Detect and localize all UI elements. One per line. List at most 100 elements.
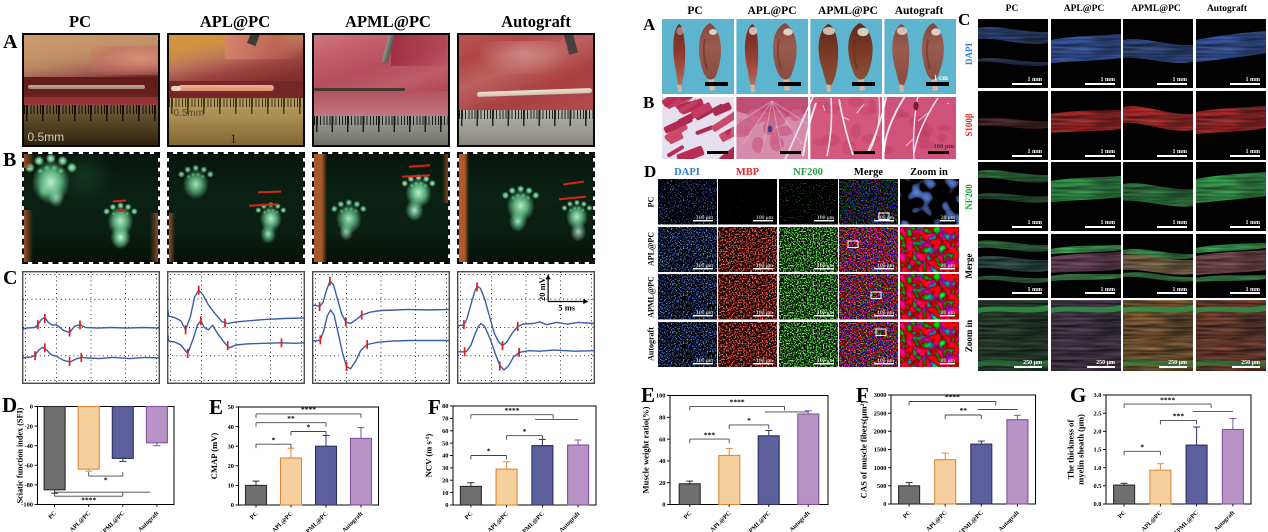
svg-text:100 μm: 100 μm: [696, 263, 714, 269]
svg-text:2500: 2500: [874, 410, 887, 417]
svg-text:20 mV: 20 mV: [537, 276, 547, 301]
svg-text:20: 20: [442, 477, 448, 484]
svg-text:1 mm: 1 mm: [1173, 149, 1188, 155]
svg-text:60: 60: [659, 436, 665, 443]
svg-text:250 μm: 250 μm: [1168, 360, 1187, 366]
svg-text:100 μm: 100 μm: [696, 358, 714, 364]
svg-text:100 μm: 100 μm: [817, 263, 835, 269]
svg-text:CAS of muscle fibers(μm2): CAS of muscle fibers(μm2): [859, 401, 869, 499]
svg-text:100 μm: 100 μm: [877, 263, 895, 269]
svg-text:Autograft: Autograft: [1213, 509, 1237, 532]
svg-text:1500: 1500: [874, 447, 887, 454]
svg-text:PC: PC: [682, 510, 693, 521]
svg-text:G: G: [1070, 383, 1086, 407]
svg-text:*: *: [487, 447, 491, 456]
svg-text:*: *: [272, 435, 276, 444]
svg-text:40: 40: [228, 424, 234, 431]
svg-text:***: ***: [1173, 412, 1185, 421]
svg-text:500: 500: [877, 483, 887, 490]
svg-text:0: 0: [231, 502, 234, 509]
svg-text:100: 100: [656, 393, 666, 400]
svg-text:PC: PC: [464, 510, 475, 521]
svg-text:0: 0: [445, 502, 448, 509]
svg-text:1 mm: 1 mm: [1100, 149, 1115, 155]
svg-text:PC: PC: [902, 509, 913, 520]
svg-text:2000: 2000: [874, 429, 887, 436]
svg-text:1 mm: 1 mm: [1100, 77, 1115, 83]
svg-text:Sciatic function index (SFI): Sciatic function index (SFI): [16, 407, 25, 503]
svg-text:3000: 3000: [874, 392, 887, 399]
svg-text:Muscle weight ratio(%): Muscle weight ratio(%): [641, 406, 651, 493]
svg-text:**: **: [959, 406, 967, 415]
svg-text:APML@PC: APML@PC: [1172, 509, 1200, 532]
svg-text:1.0: 1.0: [1094, 465, 1102, 472]
svg-text:100 μm: 100 μm: [696, 310, 714, 316]
svg-text:40: 40: [442, 453, 448, 460]
svg-text:1 mm: 1 mm: [1173, 220, 1188, 226]
svg-text:1.5: 1.5: [1094, 447, 1102, 454]
svg-text:50: 50: [228, 404, 234, 411]
svg-text:1 mm: 1 mm: [1100, 287, 1115, 293]
svg-text:*: *: [747, 416, 751, 425]
svg-text:-80: -80: [24, 482, 33, 489]
svg-text:*: *: [104, 476, 108, 485]
svg-text:100 μm: 100 μm: [817, 215, 835, 221]
svg-text:100 μm: 100 μm: [756, 358, 774, 364]
svg-text:****: ****: [730, 398, 745, 407]
svg-text:0.0: 0.0: [1094, 501, 1102, 508]
svg-text:100 μm: 100 μm: [696, 215, 714, 221]
svg-text:50: 50: [442, 440, 448, 447]
svg-text:100 μm: 100 μm: [817, 310, 835, 316]
svg-text:250 μm: 250 μm: [1241, 360, 1260, 366]
svg-text:20 μm: 20 μm: [940, 215, 955, 221]
svg-text:70: 70: [442, 416, 448, 423]
svg-text:0: 0: [883, 501, 886, 508]
svg-text:1 mm: 1 mm: [1173, 77, 1188, 83]
svg-text:20 μm: 20 μm: [940, 358, 955, 364]
svg-text:F: F: [428, 395, 441, 419]
svg-text:30: 30: [228, 443, 234, 450]
svg-text:20 μm: 20 μm: [940, 310, 955, 316]
svg-text:0.5: 0.5: [1094, 483, 1102, 490]
svg-text:***: ***: [704, 430, 716, 439]
svg-text:100 μm: 100 μm: [877, 215, 895, 221]
svg-text:100 μm: 100 μm: [933, 143, 954, 150]
svg-text:D: D: [2, 393, 17, 417]
svg-text:CMAP (mV): CMAP (mV): [209, 433, 219, 480]
svg-text:2.5: 2.5: [1094, 410, 1102, 417]
svg-text:-100: -100: [21, 502, 33, 509]
svg-text:0: 0: [30, 404, 33, 411]
svg-text:****: ****: [505, 406, 520, 415]
svg-text:****: ****: [301, 405, 316, 414]
svg-text:E: E: [209, 395, 223, 419]
svg-text:1 mm: 1 mm: [1100, 220, 1115, 226]
svg-text:-20: -20: [24, 423, 33, 430]
svg-text:20 μm: 20 μm: [940, 263, 955, 269]
svg-text:*: *: [523, 427, 527, 436]
svg-text:1 mm: 1 mm: [1028, 220, 1043, 226]
svg-text:0: 0: [662, 502, 665, 509]
svg-text:100 μm: 100 μm: [817, 358, 835, 364]
svg-text:1 mm: 1 mm: [1245, 149, 1260, 155]
svg-text:PC: PC: [47, 510, 58, 521]
svg-text:250 μm: 250 μm: [1023, 360, 1042, 366]
svg-text:-40: -40: [24, 443, 33, 450]
svg-text:20: 20: [659, 480, 665, 487]
svg-text:PC: PC: [1117, 509, 1128, 520]
svg-text:****: ****: [945, 393, 960, 402]
svg-text:60: 60: [442, 428, 448, 435]
svg-text:*: *: [307, 423, 311, 432]
svg-text:3.0: 3.0: [1094, 392, 1102, 399]
svg-text:F: F: [856, 383, 869, 407]
svg-text:-60: -60: [24, 463, 33, 470]
svg-text:APL@PC: APL@PC: [1140, 509, 1164, 532]
svg-text:****: ****: [81, 496, 96, 505]
svg-text:10: 10: [228, 483, 234, 490]
svg-text:40: 40: [659, 458, 665, 465]
svg-text:250 μm: 250 μm: [1096, 360, 1115, 366]
svg-text:100 μm: 100 μm: [756, 310, 774, 316]
svg-text:*: *: [1140, 443, 1144, 452]
svg-text:100 μm: 100 μm: [756, 263, 774, 269]
svg-text:PC: PC: [249, 510, 260, 521]
svg-text:1 mm: 1 mm: [1173, 287, 1188, 293]
